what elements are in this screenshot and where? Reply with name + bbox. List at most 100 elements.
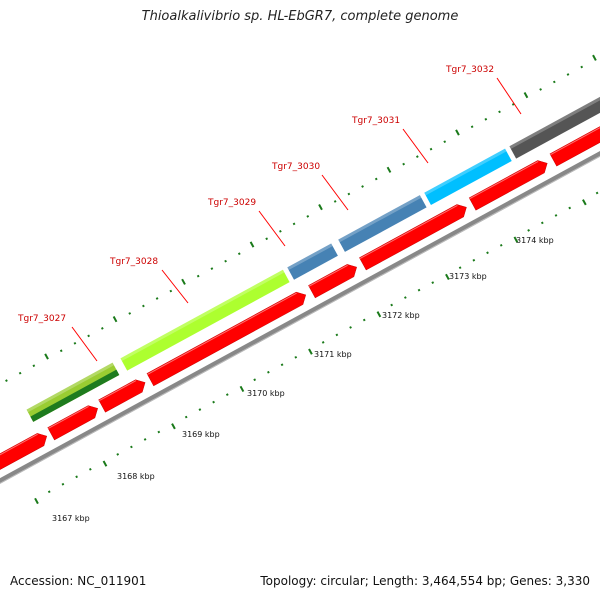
gene-leader-line (496, 77, 522, 115)
tick-mark (169, 289, 173, 293)
tick-mark (198, 408, 202, 411)
tick-mark (32, 364, 36, 368)
tick-mark (486, 251, 489, 255)
cds-arrow-highlight (359, 204, 458, 259)
cds-arrow (359, 204, 467, 271)
cds-arrow-highlight (550, 96, 600, 156)
gene-bar-tgr7-3032-highlight (509, 84, 600, 149)
gene-labels: 3167 kbp 3168 kbp 3169 kbp 3170 kbp 3171 kbp… (17, 65, 554, 523)
tick-mark (415, 155, 419, 158)
tick-mark (88, 467, 92, 471)
gene-bar-tgr7-3028 (120, 269, 290, 371)
tick-mark (280, 363, 284, 367)
tick-mark (210, 267, 214, 271)
tick-mark (455, 129, 460, 136)
gene-label: Tgr7_3031 (351, 116, 400, 126)
gene-bar-tgr7-3031 (424, 148, 512, 206)
gene-bar-tgr7-3031-highlight (424, 148, 507, 196)
tick-mark (112, 316, 118, 323)
tick-mark (499, 243, 503, 247)
tick-mark (102, 460, 108, 467)
kbp-label: 3173 kbp (449, 272, 487, 281)
tick-mark (470, 125, 474, 129)
gene-bar-tgr7-3030 (338, 195, 427, 252)
tick-mark (5, 379, 8, 383)
tick-mark (403, 296, 407, 299)
tick-mark (265, 237, 269, 241)
tick-mark (75, 475, 78, 479)
genome-stats-text: Topology: circular; Length: 3,464,554 bp… (260, 574, 590, 588)
tick-mark (292, 222, 296, 226)
tick-mark (552, 80, 556, 84)
tick-mark (582, 199, 587, 206)
genome-backbone (0, 118, 600, 492)
kbp-label: 3168 kbp (117, 472, 155, 481)
cds-arrow (0, 433, 48, 479)
cds-arrow (308, 264, 357, 299)
tick-mark (61, 482, 65, 486)
tick-mark (386, 166, 392, 173)
tick-mark (318, 204, 323, 211)
tick-mark (224, 259, 227, 263)
tick-mark (513, 236, 519, 243)
gene-label: Tgr7_3032 (445, 65, 494, 75)
tick-mark (184, 415, 188, 419)
tick-mark (143, 438, 147, 441)
tick-mark (306, 215, 310, 218)
tick-mark (429, 147, 433, 151)
tick-mark (279, 229, 282, 233)
gene-bar-tgr7-3032 (509, 84, 600, 159)
tick-mark (116, 453, 120, 456)
tick-mark (431, 281, 435, 284)
tick-mark (34, 497, 39, 505)
tick-mark (349, 326, 352, 329)
cds-arrow (146, 291, 307, 387)
cds-arrow-highlight (469, 160, 539, 200)
tick-mark (566, 73, 570, 76)
tick-mark (362, 318, 366, 322)
tick-mark (527, 229, 530, 232)
tick-mark (484, 117, 488, 121)
gene-leader-line (71, 326, 98, 362)
tick-mark (498, 110, 501, 114)
tick-mark (155, 297, 159, 300)
tick-mark (472, 258, 476, 262)
tick-mark (47, 490, 51, 494)
gene-bar-tgr7-3027-inner (30, 369, 120, 422)
tick-mark (249, 241, 255, 248)
cds-arrow-highlight (147, 292, 297, 375)
tick-mark (253, 378, 257, 382)
gene-label: Tgr7_3029 (207, 198, 256, 208)
gene-leader-line (402, 128, 429, 164)
tick-mark (196, 274, 200, 278)
cds-arrow-highlight (308, 264, 348, 287)
tick-mark (321, 341, 325, 344)
gene-label: Tgr7_3028 (109, 257, 158, 267)
tick-mark (267, 370, 270, 374)
cds-arrow (468, 160, 548, 211)
tick-mark (554, 214, 558, 217)
tick-mark (73, 341, 77, 345)
kbp-label: 3167 kbp (52, 514, 90, 523)
tick-mark (417, 288, 421, 292)
tick-mark (376, 311, 382, 318)
tick-mark (142, 304, 145, 308)
tick-mark (237, 252, 241, 256)
genome-backbone-shadow (0, 122, 600, 492)
accession-text: Accession: NC_011901 (10, 574, 147, 588)
tick-mark (212, 400, 215, 404)
tick-mark (128, 312, 132, 315)
gene-leader-line (258, 210, 286, 247)
tick-mark (333, 200, 337, 203)
tick-mark (568, 206, 572, 210)
tick-mark (157, 430, 161, 434)
tick-mark (44, 353, 49, 360)
tick-mark (347, 192, 351, 196)
cds-arrow (47, 405, 98, 441)
tick-mark (445, 273, 450, 281)
kbp-label: 3170 kbp (247, 389, 285, 398)
tick-mark (458, 266, 462, 270)
gene-bar-tgr7-3029-highlight (287, 243, 333, 271)
tick-mark (294, 355, 298, 359)
